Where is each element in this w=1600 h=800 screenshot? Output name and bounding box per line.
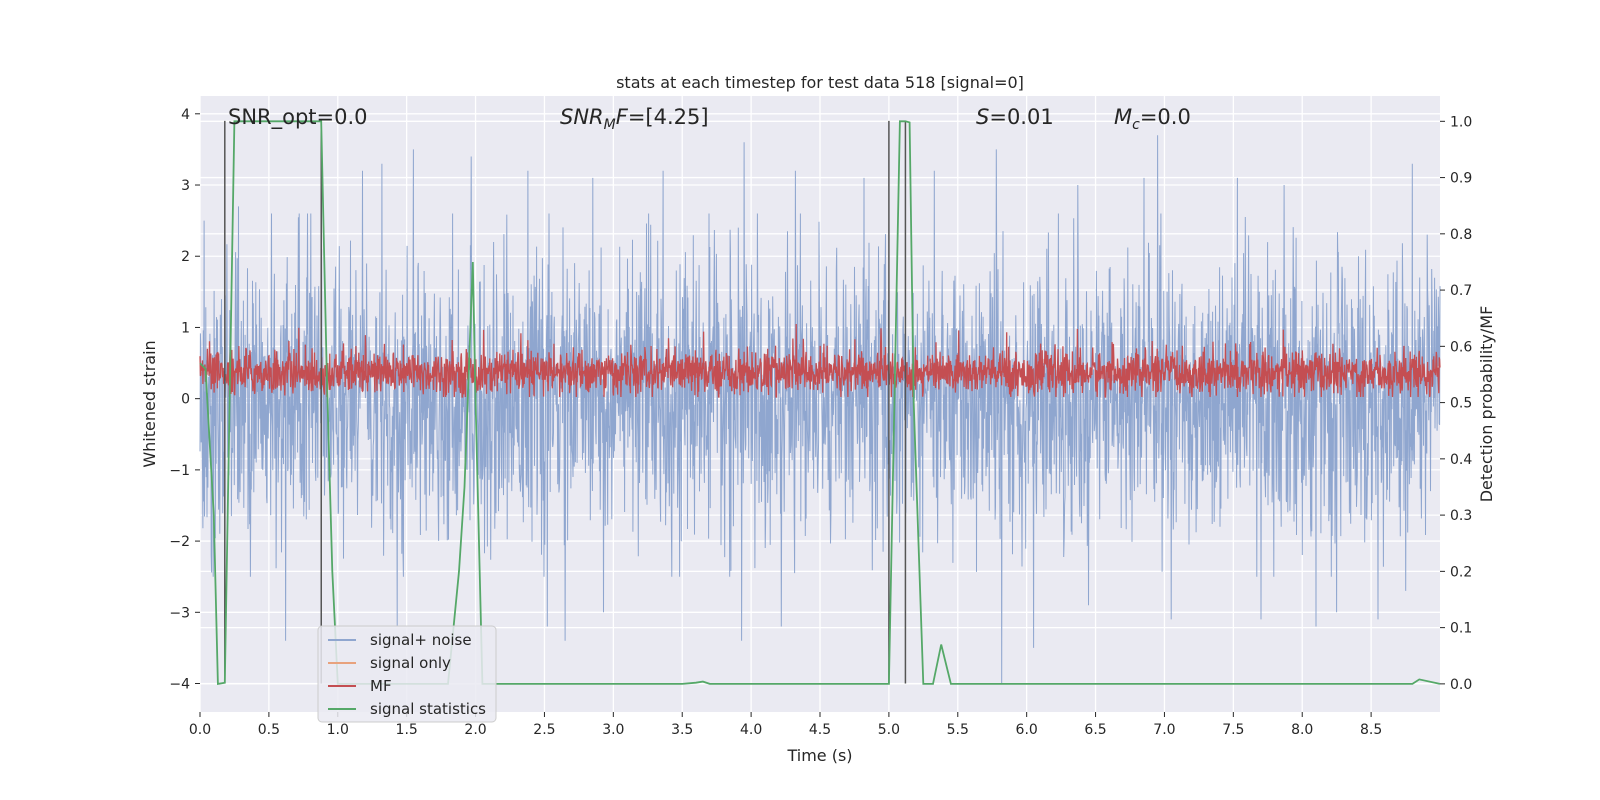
y-right-tick-label-2: 0.2: [1450, 564, 1472, 580]
y-right-tick-label-3: 0.3: [1450, 508, 1472, 524]
y-left-tick-label-5: 1: [181, 320, 190, 336]
x-tick-label-6: 3.0: [602, 722, 624, 738]
y-right-axis-ticks: 0.0 0.1 0.2 0.3 0.4 0.5 0.6 0.7 0.8 0.9 1.0: [1440, 114, 1472, 693]
x-axis-ticks: 0.0 0.5 1.0 1.5 2.0 2.5 3.0 3.5 4.0 4.5 5.0 5.5 6.0 6…: [189, 712, 1382, 738]
x-tick-label-15: 7.5: [1222, 722, 1244, 738]
annotation-snr-mf: SNRMF=[4.25]: [560, 105, 709, 133]
x-tick-label-8: 4.0: [740, 722, 762, 738]
annotation-mc: Mc=0.0: [1114, 105, 1191, 133]
y-right-tick-label-10: 1.0: [1450, 114, 1472, 130]
x-tick-label-16: 8.0: [1291, 722, 1313, 738]
x-tick-label-2: 1.0: [327, 722, 349, 738]
legend-box: [317, 625, 497, 723]
x-tick-label-7: 3.5: [671, 722, 693, 738]
y-left-tick-label-7: 3: [181, 178, 190, 194]
x-tick-label-12: 6.0: [1016, 722, 1038, 738]
x-tick-label-17: 8.5: [1360, 722, 1382, 738]
y-left-tick-label-1: −3: [169, 605, 190, 621]
y-right-tick-label-1: 0.1: [1450, 621, 1472, 637]
y-left-tick-label-4: 0: [181, 392, 190, 408]
x-tick-label-14: 7.0: [1153, 722, 1175, 738]
x-tick-label-11: 5.5: [947, 722, 969, 738]
legend-label-signal-statistics: signal statistics: [370, 700, 486, 718]
x-tick-label-13: 6.5: [1084, 722, 1106, 738]
x-tick-label-10: 5.0: [878, 722, 900, 738]
x-tick-label-0: 0.0: [189, 722, 211, 738]
series-signal-statistics: [199, 120, 1441, 685]
legend: signal+ noise signal only MF signal stat…: [317, 625, 497, 723]
chart-title: stats at each timestep for test data 518…: [616, 73, 1024, 92]
y-right-axis-label: Detection probability/MF: [1477, 306, 1496, 503]
legend-label-signal-noise: signal+ noise: [370, 631, 472, 649]
vertical-markers: [224, 120, 907, 684]
y-right-tick-label-4: 0.4: [1450, 452, 1472, 468]
x-tick-label-3: 1.5: [396, 722, 418, 738]
y-right-tick-label-0: 0.0: [1450, 677, 1472, 693]
y-left-tick-label-6: 2: [181, 249, 190, 265]
y-left-tick-label-8: 4: [181, 107, 190, 123]
y-right-tick-label-8: 0.8: [1450, 227, 1472, 243]
y-right-tick-label-6: 0.6: [1450, 339, 1472, 355]
y-right-tick-label-9: 0.9: [1450, 171, 1472, 187]
x-tick-label-1: 0.5: [258, 722, 280, 738]
y-left-tick-label-0: −4: [169, 677, 190, 693]
y-left-tick-label-2: −2: [169, 534, 190, 550]
x-tick-label-5: 2.5: [533, 722, 555, 738]
x-tick-label-4: 2.0: [464, 722, 486, 738]
series-mf: [199, 323, 1441, 398]
x-tick-label-9: 4.5: [809, 722, 831, 738]
annotation-snr-opt: SNR_opt=0.0: [228, 105, 368, 130]
legend-label-mf: MF: [370, 677, 392, 695]
line-mf: [199, 323, 1441, 398]
legend-label-signal-only: signal only: [370, 654, 451, 672]
y-left-axis-ticks: −4 −3 −2 −1 0 1 2 3 4: [169, 107, 200, 693]
y-left-tick-label-3: −1: [169, 463, 190, 479]
line-signal-statistics: [199, 120, 1441, 685]
x-axis-label: Time (s): [786, 746, 852, 765]
y-right-tick-label-7: 0.7: [1450, 283, 1472, 299]
annotation-s: S=0.01: [976, 105, 1054, 129]
y-left-axis-label: Whitened strain: [140, 340, 159, 467]
y-right-tick-label-5: 0.5: [1450, 396, 1472, 412]
